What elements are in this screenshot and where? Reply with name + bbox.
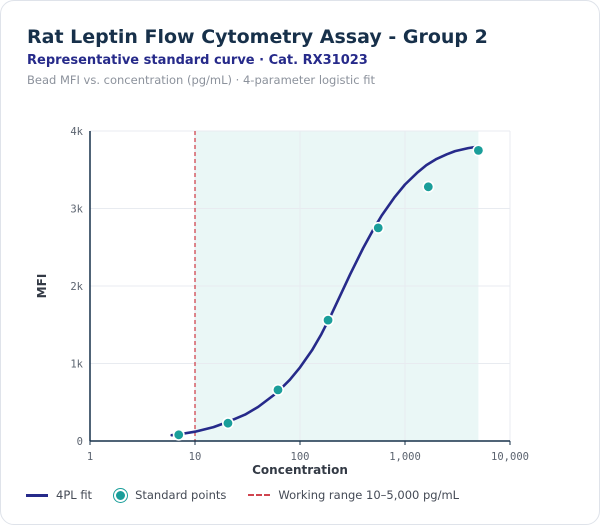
chart-subtitle: Representative standard curve · Cat. RX3… — [27, 53, 368, 68]
legend-fit-label: 4PL fit — [56, 488, 93, 502]
x-tick-label: 10 — [189, 451, 202, 463]
y-tick-label: 0 — [77, 436, 83, 448]
legend-item-points: Standard points — [114, 488, 226, 502]
y-tick-label: 4k — [70, 126, 83, 138]
legend-points-label: Standard points — [135, 488, 227, 502]
x-tick-label: 10,000 — [491, 451, 529, 463]
standard-point — [372, 221, 385, 234]
y-tick-label: 2k — [70, 281, 83, 293]
chart-note: Bead MFI vs. concentration (pg/mL) · 4-p… — [27, 73, 375, 87]
x-axis-label: Concentration — [252, 463, 348, 477]
x-tick-labels: 1 10 100 1,000 10,000 — [87, 441, 529, 463]
y-tick-label: 1k — [70, 359, 83, 371]
y-axis-label: MFI — [35, 274, 49, 299]
standard-point — [422, 180, 435, 193]
standard-point — [271, 383, 284, 396]
legend-fit-swatch — [26, 493, 48, 497]
y-tick-label: 3k — [70, 204, 83, 216]
standard-point — [472, 144, 485, 157]
legend-item-range: Working range 10–5,000 pg/mL — [248, 488, 459, 502]
legend-points-swatch — [114, 488, 128, 502]
legend-item-fit: 4PL fit — [26, 488, 92, 502]
legend: 4PL fit Standard points Working range 10… — [26, 488, 481, 502]
legend-range-label: Working range 10–5,000 pg/mL — [278, 488, 460, 502]
legend-range-swatch — [248, 494, 271, 496]
standard-point — [322, 314, 335, 327]
chart-title: Rat Leptin Flow Cytometry Assay - Group … — [27, 26, 488, 48]
y-tick-labels: 0 1k 2k 3k 4k — [70, 126, 83, 448]
standard-point — [172, 428, 185, 441]
x-tick-label: 100 — [291, 451, 310, 463]
standard-point — [221, 417, 234, 430]
x-tick-label: 1 — [87, 451, 93, 463]
standard-points — [172, 144, 485, 441]
x-tick-label: 1,000 — [389, 451, 421, 463]
